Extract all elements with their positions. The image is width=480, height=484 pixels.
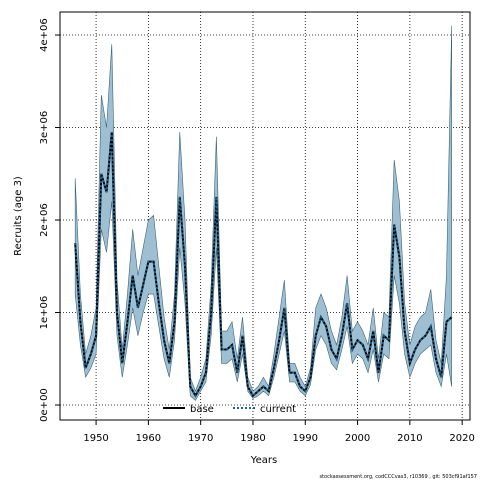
legend-label: current [260, 404, 296, 415]
y-tick-label: 0e+00 [39, 388, 50, 422]
x-tick-label: 1970 [188, 433, 213, 444]
x-axis-label: Years [250, 455, 277, 466]
y-axis-label: Recruits (age 3) [13, 176, 24, 256]
y-tick-label: 4e+06 [39, 18, 50, 52]
footer: stockassessment.org, codCCCvas3, r10369 … [319, 474, 477, 480]
series-line [74, 132, 453, 398]
x-tick-label: 2000 [345, 433, 370, 444]
x-tick-label: 1960 [136, 433, 161, 444]
legend-label: base [190, 404, 214, 415]
y-tick-label: 3e+06 [39, 111, 50, 145]
y-tick-label: 1e+06 [39, 296, 50, 330]
x-tick-label: 2010 [397, 433, 422, 444]
x-tick-label: 1950 [83, 433, 108, 444]
plot-frame [59, 11, 471, 421]
x-tick-label: 2020 [449, 433, 474, 444]
x-tick-label: 1990 [293, 433, 318, 444]
y-tick-label: 2e+06 [39, 203, 50, 237]
x-tick-label: 1980 [240, 433, 265, 444]
confidence-band [74, 25, 452, 401]
